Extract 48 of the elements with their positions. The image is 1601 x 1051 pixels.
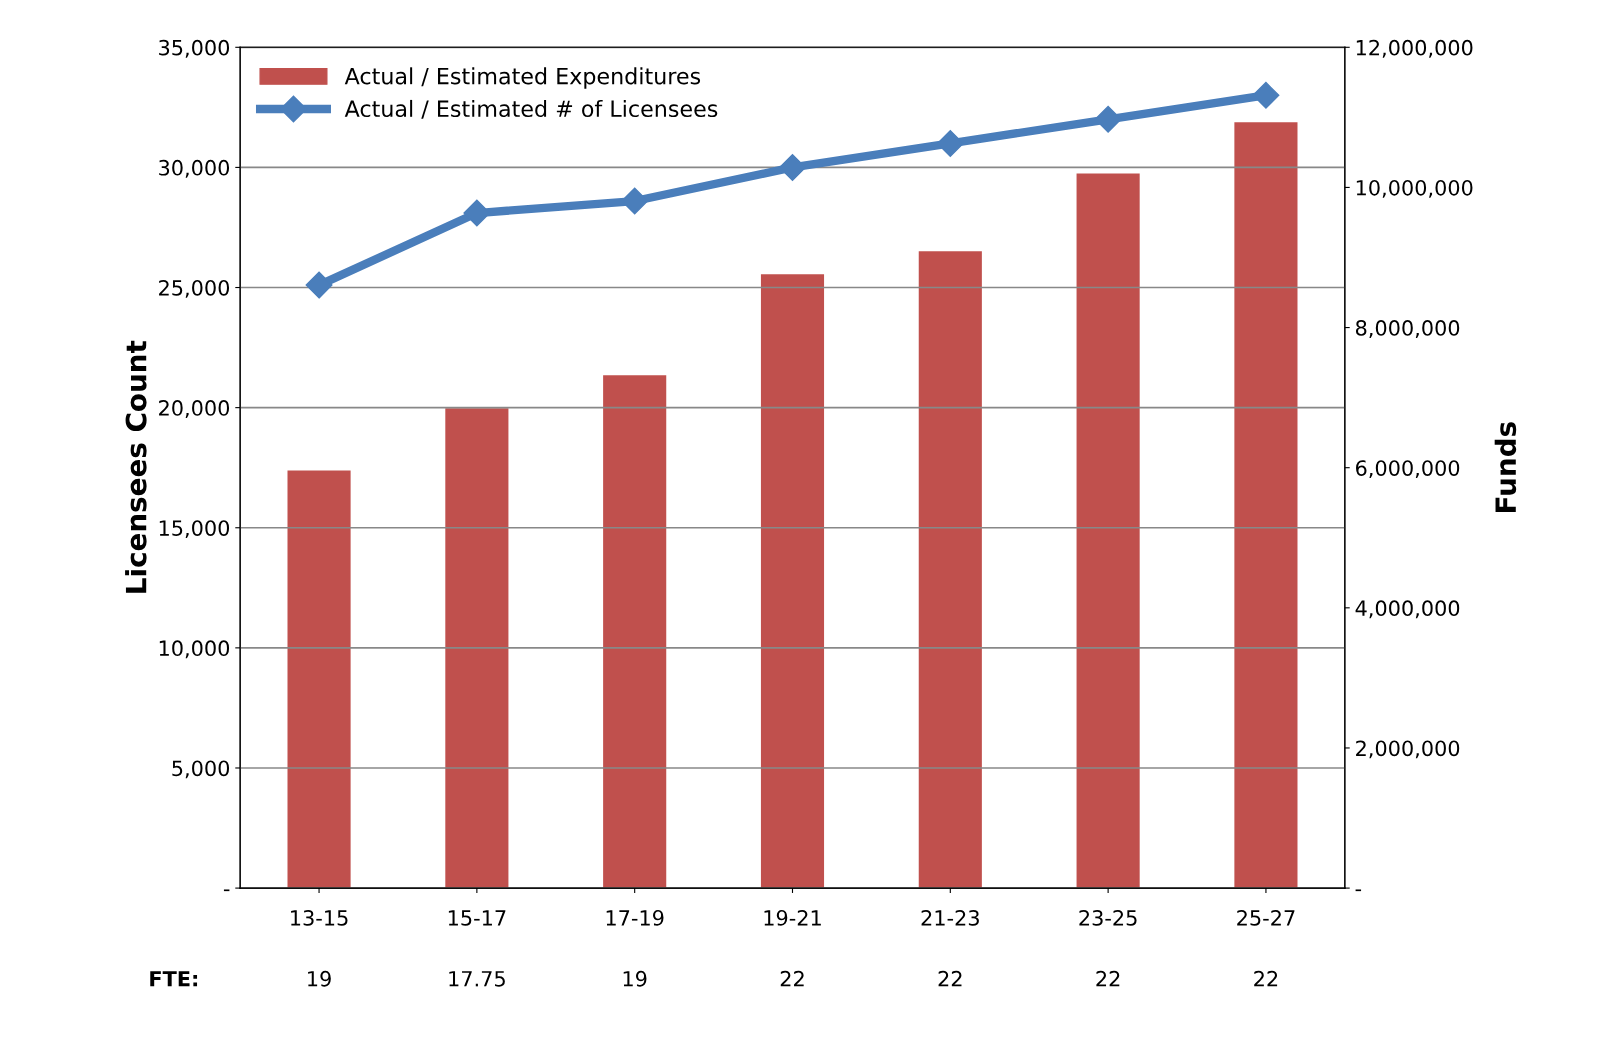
point	[621, 187, 649, 215]
y2-axis-title: Funds	[1494, 422, 1517, 512]
text: 19	[308, 970, 331, 987]
bar	[287, 470, 351, 889]
bar	[1234, 122, 1298, 889]
text: 17.75	[449, 971, 505, 987]
y2-tick-label: 6,000,000	[1356, 460, 1460, 479]
y2-tick-label: 10,000,000	[1356, 179, 1473, 198]
x-tick-label: 19-21	[764, 909, 821, 926]
y-tick-label: 5,000	[172, 760, 230, 779]
y-tick-label: 30,000	[159, 159, 230, 178]
x-tick-label: 23-25	[1079, 909, 1137, 926]
point	[463, 199, 491, 227]
bar	[918, 251, 982, 889]
point	[305, 271, 333, 299]
y-tick-label: 35,000	[159, 39, 230, 58]
text: 22	[780, 970, 804, 987]
y-tick-label: -	[223, 889, 230, 892]
y2-tick-label: 2,000,000	[1356, 740, 1460, 759]
legend-label: Actual / Estimated # of Licensees	[344, 99, 718, 119]
y-tick-label: 25,000	[159, 279, 230, 298]
point	[1252, 81, 1280, 109]
y-tick-label: 20,000	[159, 400, 230, 418]
x-tick-label: 13-15	[291, 909, 348, 926]
point	[1094, 105, 1122, 133]
y2-tick-label: -	[1355, 889, 1362, 892]
legend-label: Actual / Estimated Expenditures	[344, 67, 701, 89]
point	[936, 129, 964, 157]
text: 19	[623, 970, 647, 987]
bar	[760, 274, 825, 889]
bar	[445, 408, 509, 889]
y-tick-label: 10,000	[159, 640, 230, 659]
text: 22	[1254, 970, 1278, 987]
bar	[603, 375, 667, 889]
bar	[1076, 173, 1140, 889]
y2-tick-label: 8,000,000	[1355, 320, 1460, 338]
x-tick-label: 17-19	[606, 909, 664, 926]
x-tick-label: 21-23	[921, 909, 979, 926]
y-tick-label: 15,000	[159, 520, 230, 539]
text: 22	[938, 970, 962, 987]
text: FTE:	[150, 971, 198, 987]
point	[779, 153, 806, 181]
y-axis-title: Licensees Count	[125, 340, 147, 593]
y2-tick-label: 12,000,000	[1356, 39, 1473, 58]
x-tick-label: 15-17	[448, 910, 506, 926]
y2-tick-label: 4,000,000	[1355, 600, 1460, 619]
x-tick-label: 25-27	[1237, 909, 1295, 926]
text: 22	[1096, 970, 1120, 987]
